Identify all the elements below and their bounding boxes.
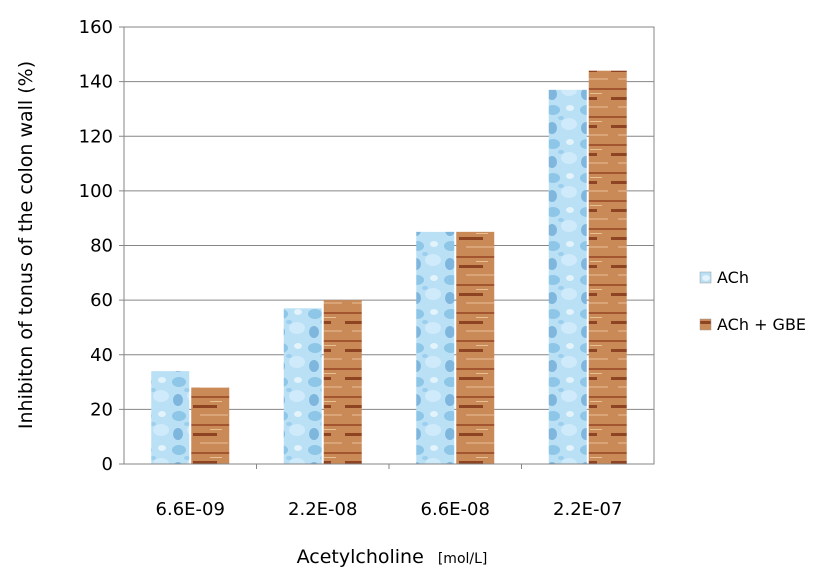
x-tick-label: 2.2E-08 <box>288 499 357 520</box>
y-tick-label: 160 <box>79 17 113 38</box>
y-tick-label: 140 <box>79 72 113 93</box>
y-tick-label: 100 <box>79 181 113 202</box>
x-axis-label-name: Acetylcholine <box>297 546 424 568</box>
y-axis-label: Inhibiton of tonus of the colon wall (%) <box>15 61 37 429</box>
legend-label-ach-gbe: ACh + GBE <box>717 315 806 334</box>
legend: ACh ACh + GBE <box>699 268 806 334</box>
legend-swatch-ach-gbe <box>699 318 712 331</box>
y-tick-label: 80 <box>90 236 113 257</box>
x-tick-label: 6.6E-08 <box>421 499 490 520</box>
y-tick-label: 40 <box>90 345 113 366</box>
bars <box>151 70 627 464</box>
x-tick-label: 2.2E-07 <box>553 499 622 520</box>
bar-ach-gbe <box>588 70 627 464</box>
bar-ach-gbe <box>323 300 362 464</box>
y-tick-label: 60 <box>90 290 113 311</box>
bar-ach <box>151 371 190 464</box>
x-axis-ticks: 6.6E-09 2.2E-08 6.6E-08 2.2E-07 <box>156 464 622 520</box>
bar-ach <box>416 231 455 464</box>
y-axis-ticks: 0 20 40 60 80 100 120 140 160 <box>79 17 124 475</box>
legend-label-ach: ACh <box>717 268 749 287</box>
bar-ach-gbe <box>191 387 230 464</box>
bar-ach <box>283 308 322 464</box>
legend-swatch-ach <box>699 271 712 284</box>
bar-ach-gbe <box>456 231 495 464</box>
y-tick-label: 0 <box>102 454 113 475</box>
x-tick-label: 6.6E-09 <box>156 499 225 520</box>
x-axis-label-unit: [mol/L] <box>438 551 488 567</box>
y-tick-label: 20 <box>90 399 113 420</box>
x-axis-label: Acetylcholine [mol/L] <box>297 546 488 568</box>
bar-ach <box>548 89 587 464</box>
y-tick-label: 120 <box>79 126 113 147</box>
